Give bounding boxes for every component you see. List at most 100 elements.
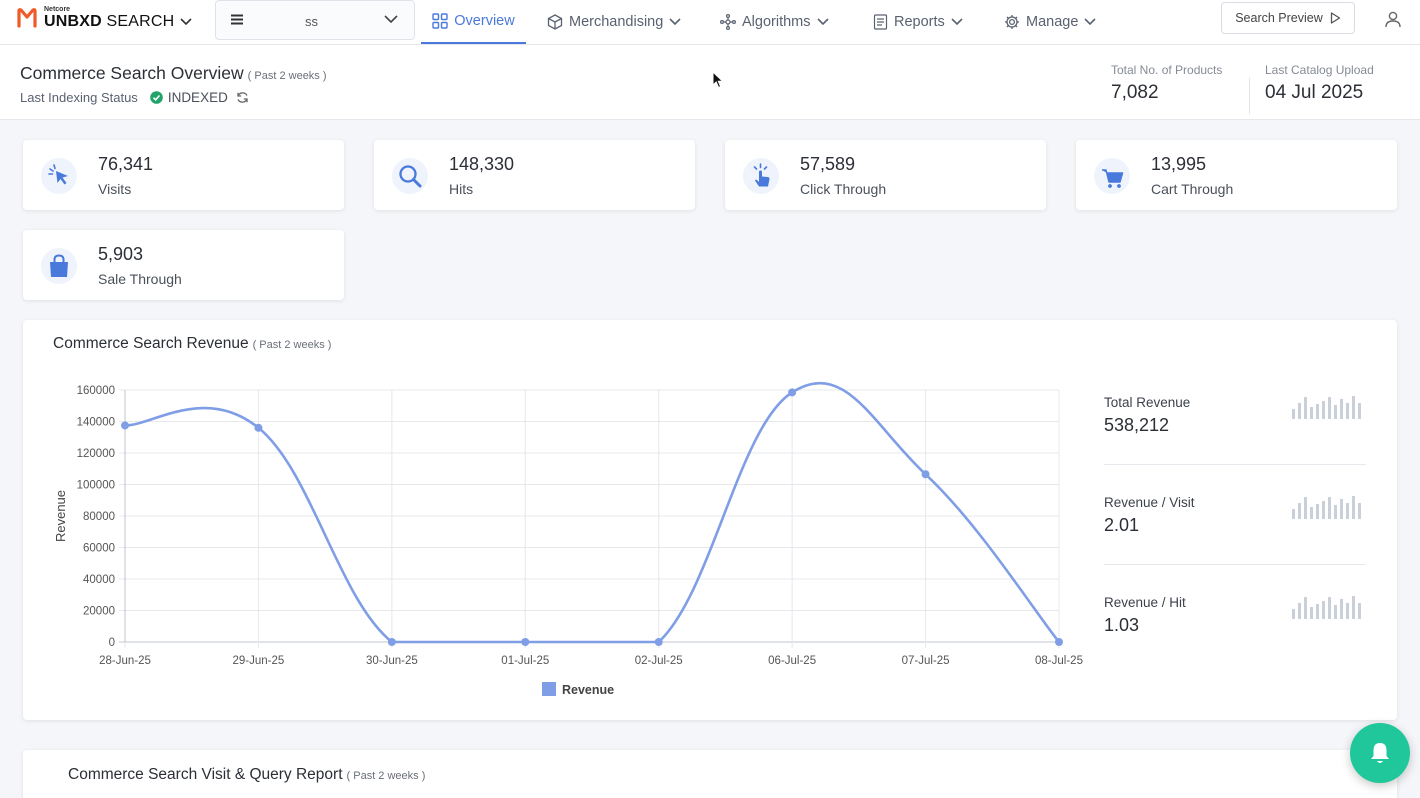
sparkline-bar <box>1340 499 1343 519</box>
brand-light-text: SEARCH <box>101 13 175 30</box>
sparkline-bar <box>1304 597 1307 619</box>
y-tick-label: 140000 <box>77 417 115 429</box>
revenue-panel: Commerce Search Revenue( Past 2 weeks ) … <box>23 320 1397 720</box>
metric-label: Cart Through <box>1151 181 1234 197</box>
sparkline-bar <box>1334 505 1337 519</box>
sparkline-bar <box>1346 403 1349 419</box>
x-tick-label: 07-Jul-25 <box>902 655 950 667</box>
brand-main-text: UNBXD SEARCH <box>44 13 174 30</box>
x-tick-label: 29-Jun-25 <box>233 655 285 667</box>
sparkline-bar <box>1352 496 1355 519</box>
cube-icon <box>547 14 563 30</box>
sparkline-bars-icon <box>1292 396 1361 419</box>
revenue-data-point <box>788 388 797 397</box>
search-preview-label: Search Preview <box>1235 11 1323 25</box>
last-upload-value: 04 Jul 2025 <box>1265 82 1364 103</box>
brand-logo[interactable]: Netcore UNBXD SEARCH <box>16 6 192 30</box>
nav-tab-label: Reports <box>894 14 945 30</box>
sparkline-bar <box>1310 507 1313 519</box>
page-title: Commerce Search Overview( Past 2 weeks ) <box>20 63 327 84</box>
visit-report-title-text: Commerce Search Visit & Query Report <box>68 766 343 783</box>
metric-label: Visits <box>98 181 132 197</box>
chevron-down-icon <box>1084 18 1096 26</box>
y-tick-label: 160000 <box>77 385 115 397</box>
revenue-title-period: ( Past 2 weeks ) <box>252 339 332 351</box>
sparkline-bar <box>1322 501 1325 519</box>
side-metric-value: 538,212 <box>1104 415 1170 435</box>
mouse-cursor-icon <box>712 71 724 89</box>
side-metric-value: 2.01 <box>1104 515 1140 535</box>
gear-icon <box>1005 15 1019 29</box>
sparkline-bar <box>1310 607 1313 619</box>
page-title-period: ( Past 2 weeks ) <box>247 70 327 82</box>
search-preview-button[interactable]: Search Preview <box>1221 2 1355 34</box>
side-metric-revenue-per-hit: Revenue / Hit 1.03 <box>1104 595 1366 636</box>
bell-icon <box>1371 743 1389 763</box>
nav-tab-label: Manage <box>1026 14 1079 30</box>
revenue-line-chart: 0 20000 40000 60000 80000 100000 120000 140000 1… <box>53 381 1083 697</box>
metric-card-visits: 76,341 Visits <box>23 140 344 210</box>
y-tick-label: 0 <box>109 637 115 649</box>
side-metric-label: Revenue / Hit <box>1104 595 1186 610</box>
revenue-title-text: Commerce Search Revenue <box>53 335 249 352</box>
indexing-label: Last Indexing Status <box>20 90 138 105</box>
check-circle-icon <box>150 91 163 104</box>
last-upload-label: Last Catalog Upload <box>1265 63 1374 77</box>
sparkline-bar <box>1316 604 1319 619</box>
revenue-data-point <box>387 638 396 646</box>
site-selector-value: ss <box>305 14 318 29</box>
revenue-data-point <box>521 638 530 646</box>
revenue-panel-title: Commerce Search Revenue( Past 2 weeks ) <box>53 335 331 353</box>
chevron-down-icon <box>816 18 829 26</box>
cart-icon <box>1094 158 1130 194</box>
sparkline-bar <box>1322 601 1325 619</box>
visit-query-report-panel: Commerce Search Visit & Query Report( Pa… <box>23 750 1397 798</box>
side-metric-label: Total Revenue <box>1104 395 1191 410</box>
sparkline-bar <box>1340 399 1343 419</box>
nav-tab-manage[interactable]: Manage <box>1004 0 1096 44</box>
side-metric-label: Revenue / Visit <box>1104 495 1195 510</box>
nav-tab-algorithms[interactable]: Algorithms <box>720 0 829 44</box>
sparkline-bar <box>1352 596 1355 619</box>
metric-card-sale-through: 5,903 Sale Through <box>23 230 344 300</box>
sparkline-bar <box>1358 503 1361 519</box>
revenue-data-point <box>654 638 663 646</box>
metric-value: 13,995 <box>1151 154 1207 174</box>
sparkline-bars-icon <box>1292 596 1361 619</box>
notification-bell-button[interactable] <box>1350 723 1410 783</box>
y-tick-label: 20000 <box>83 606 115 618</box>
sparkline-bar <box>1358 603 1361 619</box>
sparkline-bar <box>1316 504 1319 519</box>
sparkline-bar <box>1328 497 1331 519</box>
sparkline-bar <box>1292 609 1295 619</box>
x-tick-label: 02-Jul-25 <box>635 655 683 667</box>
revenue-data-point <box>1055 638 1063 646</box>
visit-report-period: ( Past 2 weeks ) <box>346 770 426 782</box>
nav-tab-label: Overview <box>454 13 515 29</box>
stat-divider <box>1249 78 1250 114</box>
x-tick-label: 08-Jul-25 <box>1035 655 1083 667</box>
nav-tab-label: Merchandising <box>569 14 664 30</box>
nav-tab-reports[interactable]: Reports <box>873 0 963 44</box>
cursor-click-icon <box>41 158 77 194</box>
side-metric-value: 1.03 <box>1104 615 1140 635</box>
sparkline-bar <box>1346 503 1349 519</box>
legend-label: Revenue <box>562 683 614 697</box>
x-tick-label: 01-Jul-25 <box>501 655 549 667</box>
brand-small-text: Netcore <box>44 6 71 13</box>
total-products-stat: Total No. of Products 7,082 <box>1111 63 1222 104</box>
metric-value: 76,341 <box>98 154 154 174</box>
user-icon[interactable] <box>1384 10 1402 28</box>
total-products-value: 7,082 <box>1111 82 1159 103</box>
refresh-icon[interactable] <box>236 91 249 104</box>
play-icon <box>1330 12 1340 24</box>
nodes-icon <box>720 14 736 30</box>
legend-swatch <box>542 682 556 696</box>
sparkline-bar <box>1322 401 1325 419</box>
sparkline-bar <box>1298 603 1301 619</box>
page-title-text: Commerce Search Overview <box>20 63 244 83</box>
site-selector[interactable]: ss <box>215 0 415 40</box>
sparkline-bar <box>1310 407 1313 419</box>
nav-tab-merchandising[interactable]: Merchandising <box>547 0 681 44</box>
nav-tab-overview[interactable]: Overview <box>421 0 526 44</box>
